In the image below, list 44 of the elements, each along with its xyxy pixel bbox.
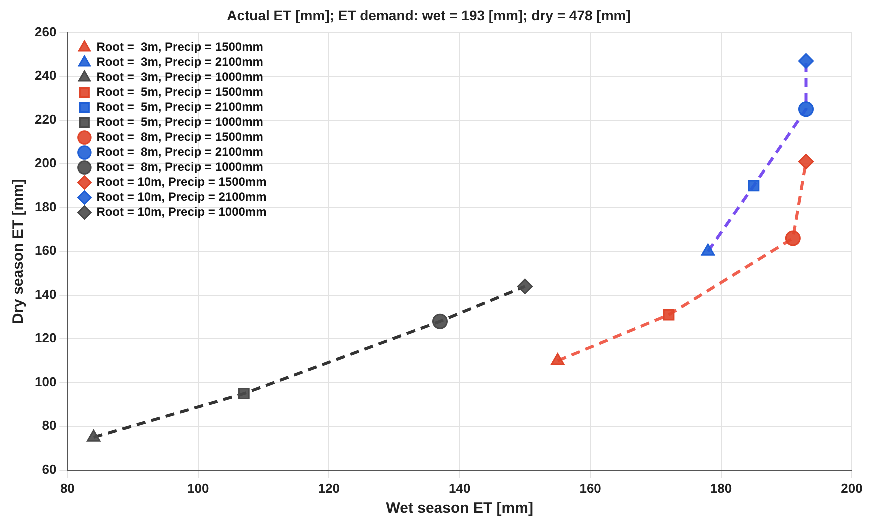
y-tick-label: 200 (34, 156, 57, 171)
y-tick-label: 100 (34, 374, 57, 390)
legend-label: Root = 5m, Precip = 1500mm (96, 85, 264, 100)
point (517, 278, 533, 294)
legend-label: Root = 3m, Precip = 1500mm (96, 40, 264, 54)
point (87, 430, 101, 442)
y-tick-label: 80 (42, 418, 57, 434)
legend-label: Root = 3m, Precip = 1000mm (96, 70, 264, 84)
x-tick-label: 160 (580, 480, 602, 496)
x-tick-label: 80 (60, 480, 75, 496)
legend-label: Root = 5m, Precip = 1000mm (96, 115, 264, 130)
legend-label: Root = 10m, Precip = 1000mm (96, 205, 267, 220)
x-tick-label: 120 (318, 480, 340, 496)
legend-label: Root = 10m, Precip = 2100mm (96, 190, 267, 204)
legend-label: Root = 8m, Precip = 2100mm (96, 145, 264, 160)
y-tick-label: 260 (34, 24, 57, 40)
x-tick-label: 200 (841, 480, 863, 496)
y-tick-label: 140 (34, 286, 57, 302)
x-tick-label: 140 (448, 480, 471, 496)
point (798, 102, 814, 118)
x-tick-label: 180 (710, 480, 732, 496)
y-tick-label: 120 (34, 330, 57, 346)
legend-label: Root = 5m, Precip = 2100mm (96, 100, 264, 114)
legend-label: Root = 8m, Precip = 1000mm (96, 160, 264, 174)
point (432, 314, 448, 330)
point (798, 53, 814, 69)
legend-label: Root = 8m, Precip = 1500mm (96, 130, 264, 144)
x-tick-label: 100 (188, 480, 210, 496)
point (748, 180, 760, 192)
point (798, 154, 814, 170)
legend-label: Root = 3m, Precip = 2100mm (96, 55, 264, 70)
point (551, 353, 565, 366)
y-tick-label: 240 (34, 68, 57, 84)
point (785, 230, 801, 246)
y-tick-label: 220 (34, 112, 57, 127)
y-tick-label: 160 (34, 243, 57, 258)
y-axis-title: Dry season ET [mm] (10, 179, 28, 324)
point (238, 388, 250, 400)
y-tick-label: 60 (42, 462, 57, 477)
x-axis-title: Wet season ET [mm] (386, 500, 534, 518)
point (663, 309, 675, 321)
chart-title: Actual ET [mm]; ET demand: wet = 193 [mm]; dry = 478 [mm] (227, 7, 631, 24)
legend-label: Root = 10m, Precip = 1500mm (96, 175, 267, 190)
y-tick-label: 180 (34, 199, 57, 214)
